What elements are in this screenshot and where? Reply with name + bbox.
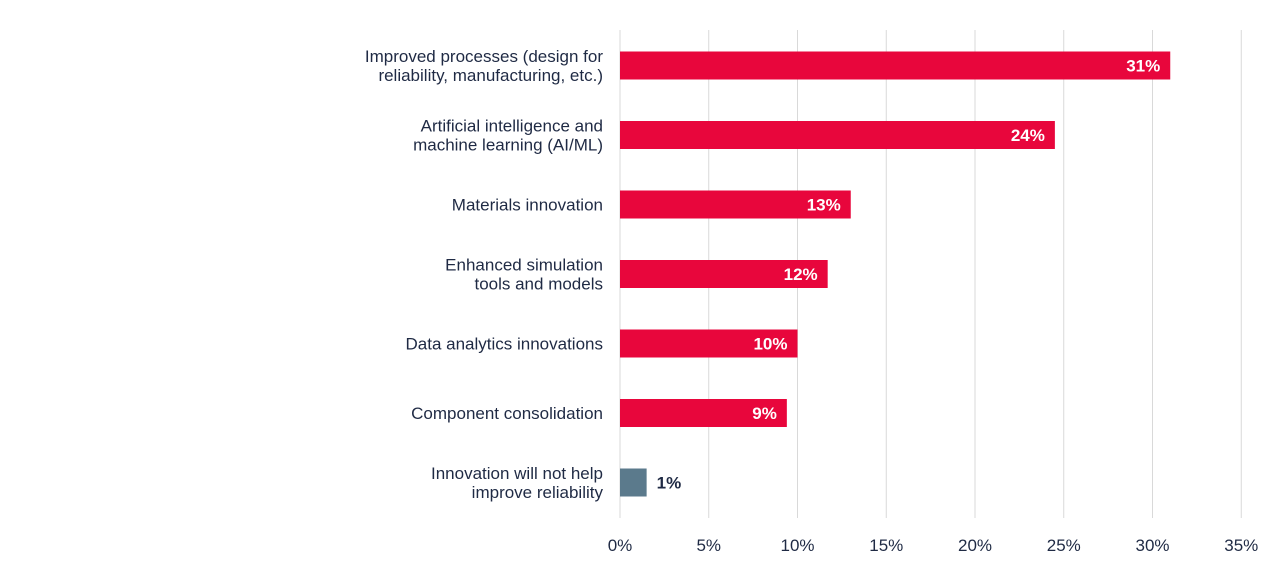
x-tick-label-35: 35% — [1224, 536, 1258, 555]
category-label-1: Artificial intelligence and machine learn… — [413, 117, 603, 155]
category-labels: Improved processes (design for reliabilit… — [365, 47, 604, 502]
x-tick-label-15: 15% — [869, 536, 903, 555]
x-tick-label-30: 30% — [1135, 536, 1169, 555]
value-label-6: 1% — [657, 474, 682, 493]
x-tick-label-5: 5% — [696, 536, 721, 555]
category-label-line: machine learning (AI/ML) — [413, 136, 603, 155]
bar-2 — [620, 190, 851, 219]
category-label-3: Enhanced simulation tools and models — [445, 256, 603, 294]
category-label-6: Innovation will not help improve reliabil… — [431, 464, 604, 502]
category-label-line: Materials innovation — [452, 196, 603, 215]
category-label-line: Enhanced simulation — [445, 256, 603, 275]
category-label-0: Improved processes (design for reliabilit… — [365, 47, 603, 85]
bar-3 — [620, 260, 828, 288]
category-label-line: Component consolidation — [411, 404, 603, 423]
bar-5 — [620, 399, 787, 427]
category-label-line: improve reliability — [472, 483, 604, 502]
value-label-0: 31% — [1126, 57, 1160, 76]
bar-1 — [620, 121, 1055, 149]
value-label-2: 13% — [807, 196, 841, 215]
x-tick-label-10: 10% — [780, 536, 814, 555]
category-label-line: Innovation will not help — [431, 464, 603, 483]
category-label-line: reliability, manufacturing, etc.) — [378, 66, 603, 85]
category-label-4: Data analytics innovations — [405, 335, 603, 354]
value-labels: 31% 24% 13% 12% 10% 9% 1% — [657, 57, 1161, 493]
bars — [620, 51, 1171, 497]
bar-0 — [620, 51, 1171, 80]
category-label-line: Improved processes (design for — [365, 47, 603, 66]
category-label-2: Materials innovation — [452, 196, 603, 215]
value-label-1: 24% — [1011, 126, 1045, 145]
x-tick-label-25: 25% — [1047, 536, 1081, 555]
category-label-line: Data analytics innovations — [405, 335, 603, 354]
value-label-3: 12% — [784, 265, 818, 284]
category-label-5: Component consolidation — [411, 404, 603, 423]
x-axis-ticks: 0% 5% 10% 15% 20% 25% 30% 35% — [608, 536, 1259, 555]
bar-4 — [620, 329, 798, 358]
value-label-5: 9% — [752, 404, 777, 423]
x-tick-label-20: 20% — [958, 536, 992, 555]
category-label-line: Artificial intelligence and — [421, 117, 603, 136]
category-label-line: tools and models — [474, 275, 603, 294]
x-tick-label-0: 0% — [608, 536, 633, 555]
value-label-4: 10% — [753, 335, 787, 354]
bar-6 — [620, 468, 647, 497]
